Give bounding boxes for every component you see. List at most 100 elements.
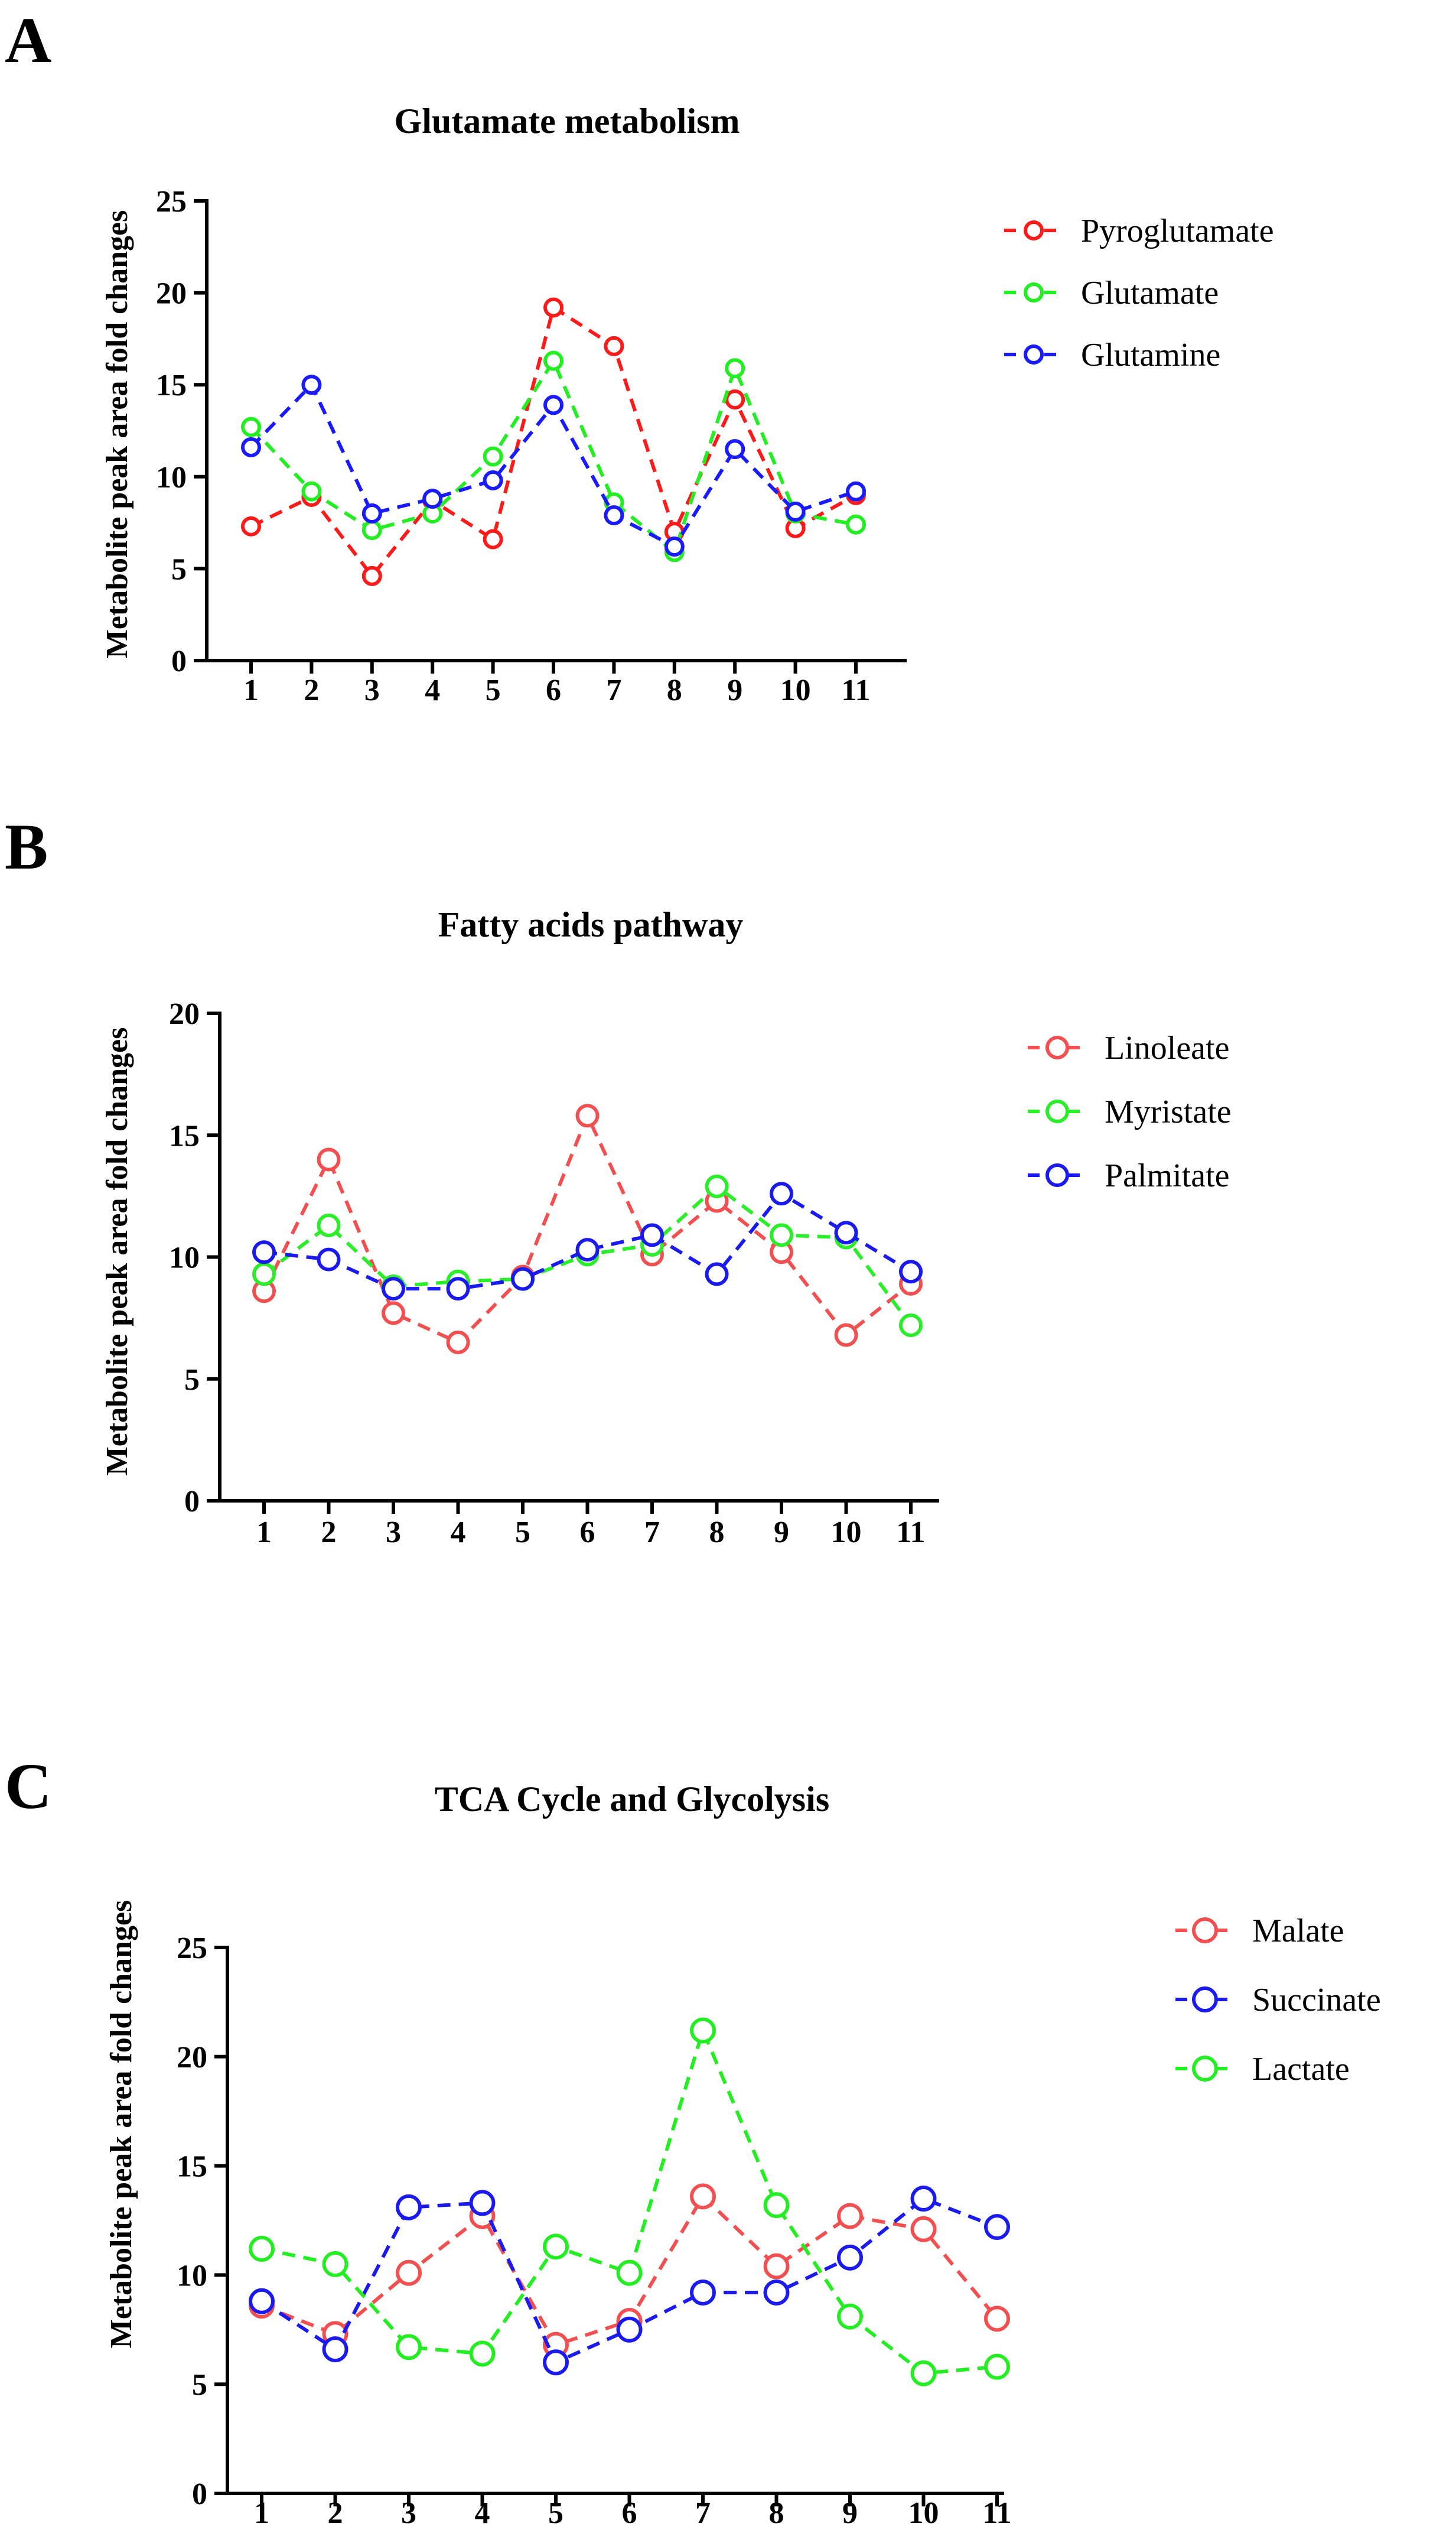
data-point xyxy=(705,1174,729,1198)
data-point xyxy=(483,470,503,491)
data-point xyxy=(910,2360,937,2386)
x-tick-label: 8 xyxy=(709,1516,725,1549)
data-point xyxy=(616,2316,643,2343)
x-tick-label: 11 xyxy=(896,1516,925,1549)
data-point xyxy=(361,565,382,586)
x-tick-label: 6 xyxy=(622,2496,637,2530)
data-point xyxy=(317,1147,341,1172)
data-point xyxy=(984,2214,1010,2241)
data-point xyxy=(382,1301,405,1325)
data-point xyxy=(483,529,503,549)
data-point xyxy=(846,481,866,502)
legend-label: Glutamate xyxy=(1081,275,1219,311)
y-tick-label: 20 xyxy=(169,997,200,1031)
legend-c: Malate Succinate Lactate xyxy=(1175,1913,1381,2087)
data-point xyxy=(396,2194,422,2220)
axes-a: 0 5 10 15 20 25 1 2 3 4 5 6 7 8 9 10 11 xyxy=(156,185,907,707)
data-point xyxy=(725,358,745,379)
y-tick-label: 25 xyxy=(156,185,187,219)
x-tick-label: 1 xyxy=(243,674,259,707)
data-point xyxy=(252,1262,276,1286)
panel-letter-a: A xyxy=(5,4,51,76)
panel-letter-b: B xyxy=(5,811,48,883)
x-tick-label: 5 xyxy=(548,2496,563,2530)
x-tick-label: 8 xyxy=(769,2496,784,2530)
y-axis-label-b: Metabolite peak area fold changes xyxy=(100,1027,134,1476)
data-point xyxy=(322,2251,348,2277)
legend-label: Palmitate xyxy=(1105,1157,1230,1194)
data-point xyxy=(604,336,624,356)
legend-a: Pyroglutamate Glutamate Glutamine xyxy=(1004,213,1274,373)
series-line-lactate xyxy=(261,2025,998,2375)
data-point xyxy=(616,2259,643,2286)
x-tick-label: 2 xyxy=(328,2496,343,2530)
legend-item-myristate: Myristate xyxy=(1028,1094,1232,1130)
x-tick-label: 4 xyxy=(475,2496,490,2530)
chart-title-a: Glutamate metabolism xyxy=(395,102,740,141)
legend-item-glutamine: Glutamine xyxy=(1004,337,1220,373)
data-point xyxy=(604,505,624,526)
legend-swatch-marker xyxy=(1192,2056,1218,2082)
y-axis-label-c: Metabolite peak area fold changes xyxy=(105,1900,138,2349)
x-tick-label: 9 xyxy=(774,1516,789,1549)
legend-item-succinate: Succinate xyxy=(1175,1982,1381,2018)
series-line-palmitate xyxy=(263,1191,912,1291)
x-tick-label: 2 xyxy=(321,1516,337,1549)
y-tick-label: 0 xyxy=(171,645,187,678)
y-tick-label: 0 xyxy=(192,2477,207,2511)
x-tick-label: 6 xyxy=(546,674,561,707)
x-tick-label: 7 xyxy=(606,674,621,707)
y-tick-label: 25 xyxy=(177,1932,207,1965)
data-point xyxy=(705,1262,729,1286)
x-tick-label: 1 xyxy=(256,1516,272,1549)
y-tick-label: 15 xyxy=(169,1119,200,1153)
data-point xyxy=(543,297,563,318)
legend-label: Pyroglutamate xyxy=(1081,213,1274,249)
series-line-linoleate xyxy=(262,1111,912,1345)
data-point xyxy=(837,2244,863,2271)
y-tick-label: 15 xyxy=(156,369,187,402)
series-succinate xyxy=(249,2186,1010,2376)
x-tick-label: 10 xyxy=(780,674,811,707)
x-tick-label: 1 xyxy=(254,2496,269,2530)
x-tick-label: 3 xyxy=(386,1516,401,1549)
data-point xyxy=(446,1330,470,1354)
data-point xyxy=(361,520,382,541)
data-point xyxy=(690,2183,716,2210)
data-point xyxy=(317,1213,341,1237)
data-point xyxy=(837,2303,863,2330)
data-point xyxy=(763,2192,790,2219)
x-tick-label: 9 xyxy=(842,2496,858,2530)
data-point xyxy=(834,1323,858,1347)
x-tick-label: 10 xyxy=(908,2496,939,2530)
data-point xyxy=(910,2216,937,2242)
series-layer-b xyxy=(252,1104,923,1354)
chart-title-b: Fatty acids pathway xyxy=(438,905,744,944)
data-point xyxy=(241,437,261,458)
chart-title-c: TCA Cycle and Glycolysis xyxy=(435,1780,829,1819)
y-tick-label: 10 xyxy=(169,1241,200,1275)
legend-item-malate: Malate xyxy=(1175,1913,1344,1949)
data-point xyxy=(241,417,261,437)
legend-item-lactate: Lactate xyxy=(1175,2051,1350,2087)
data-point xyxy=(984,2353,1010,2380)
data-point xyxy=(396,2259,422,2286)
legend-swatch-marker xyxy=(1024,282,1044,303)
data-point xyxy=(770,1223,793,1247)
legend-swatch-marker xyxy=(1024,344,1044,365)
data-point xyxy=(575,1238,600,1262)
data-point xyxy=(361,503,382,524)
data-point xyxy=(483,446,503,467)
data-point xyxy=(322,2336,348,2363)
x-tick-label: 7 xyxy=(644,1516,660,1549)
x-tick-label: 11 xyxy=(982,2496,1011,2530)
data-point xyxy=(249,2236,275,2262)
data-point xyxy=(575,1104,600,1128)
legend-item-palmitate: Palmitate xyxy=(1028,1157,1230,1194)
x-tick-label: 5 xyxy=(515,1516,530,1549)
y-tick-label: 20 xyxy=(156,277,187,311)
series-line-glutamate xyxy=(249,357,856,555)
data-point xyxy=(317,1247,341,1272)
legend-label: Succinate xyxy=(1252,1982,1381,2018)
data-point xyxy=(846,514,866,535)
